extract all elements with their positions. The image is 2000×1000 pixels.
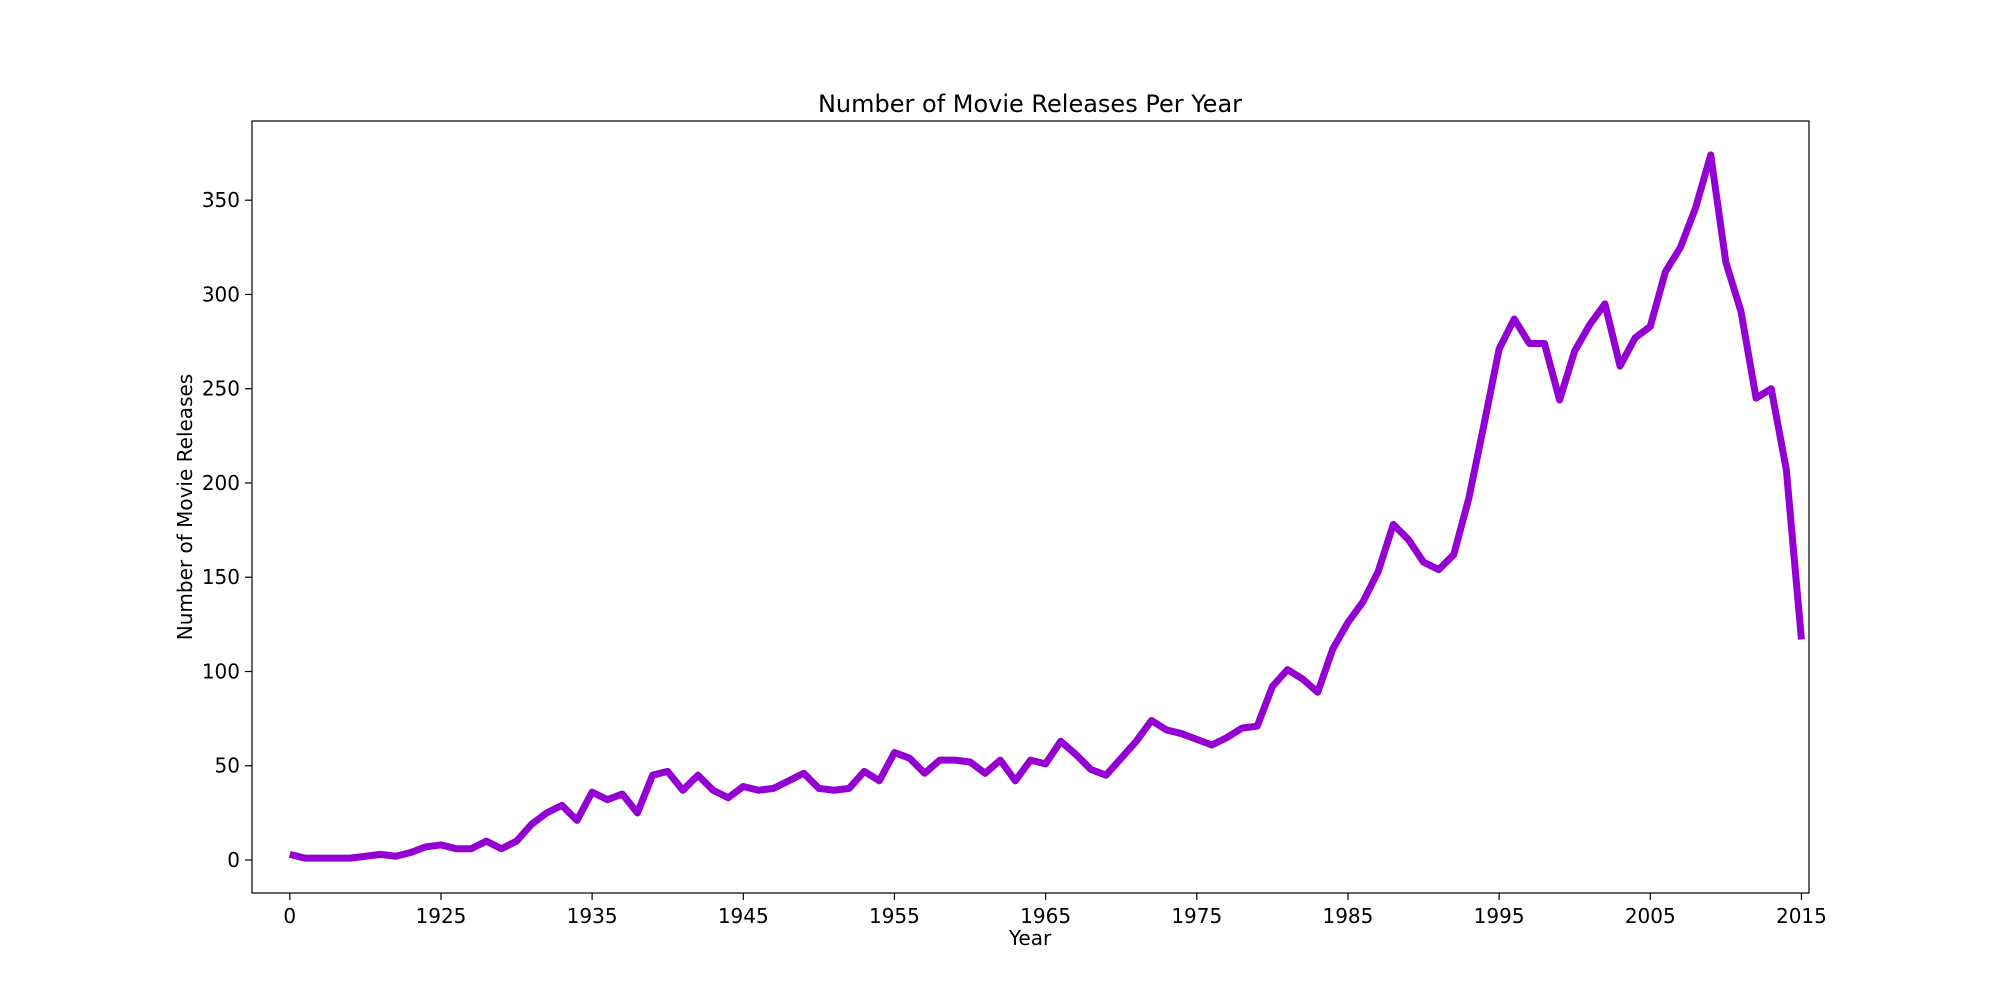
y-tick-label: 200 <box>202 471 240 495</box>
x-tick-label: 1995 <box>1474 904 1525 928</box>
x-tick-label: 1985 <box>1322 904 1373 928</box>
y-tick-label: 50 <box>215 754 240 778</box>
y-tick-label: 350 <box>202 188 240 212</box>
y-axis-label: Number of Movie Releases <box>173 374 197 640</box>
chart-title: Number of Movie Releases Per Year <box>818 90 1242 118</box>
x-tick-label: 1945 <box>718 904 769 928</box>
y-axis-ticks: 0 50 100 150 200 250 300 350 <box>202 188 252 872</box>
plot-frame <box>251 120 1810 894</box>
y-tick-label: 150 <box>202 565 240 589</box>
x-tick-label: 0 <box>283 904 296 928</box>
x-tick-label: 2005 <box>1625 904 1676 928</box>
x-tick-label: 1965 <box>1020 904 1071 928</box>
x-tick-label: 1925 <box>416 904 467 928</box>
series-layer <box>288 151 1805 862</box>
x-tick-label: 1935 <box>567 904 618 928</box>
y-tick-label: 300 <box>202 282 240 306</box>
x-tick-label: 2015 <box>1776 904 1827 928</box>
x-tick-label: 1975 <box>1171 904 1222 928</box>
x-axis-label: Year <box>1008 926 1052 950</box>
x-axis-ticks: 0 1925 1935 1945 1955 1965 1975 1985 1995 2005 201… <box>283 893 1827 928</box>
x-tick-label: 1955 <box>869 904 920 928</box>
y-tick-label: 250 <box>202 377 240 401</box>
y-tick-label: 0 <box>227 848 240 872</box>
y-tick-label: 100 <box>202 659 240 683</box>
